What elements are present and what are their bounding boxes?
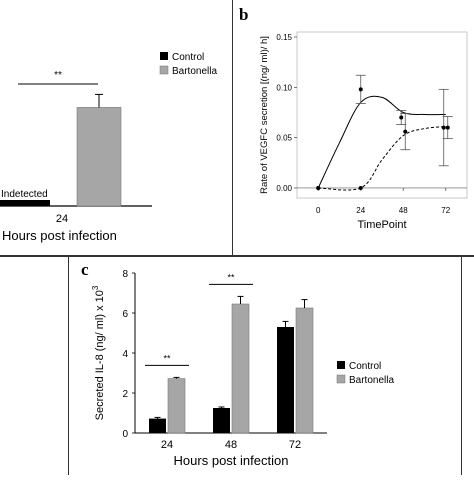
bar-control-48 xyxy=(213,408,230,433)
x-axis-label: Hours post infection xyxy=(2,228,117,243)
y-tick-label: 8 xyxy=(122,269,128,280)
legend-label-bartonella: Bartonella xyxy=(172,66,217,77)
significance-label: ** xyxy=(163,353,171,363)
x-tick-label: 24 xyxy=(161,439,173,451)
chart-a: Indetected ** 24 Hours post infection Contro… xyxy=(0,52,217,243)
undetected-label: Indetected xyxy=(1,189,48,200)
panel-b: b 0.00 0.05 0.10 0.15 0 24 48 72 TimePoint Rate of… xyxy=(232,0,474,255)
y-tick-label: 2 xyxy=(122,389,128,400)
x-axis-label: TimePoint xyxy=(357,219,406,231)
y-tick-label: 0 xyxy=(122,429,128,440)
chart-b: b 0.00 0.05 0.10 0.15 0 24 48 72 TimePoint Rate of… xyxy=(239,5,468,231)
y-tick-label: 0.15 xyxy=(276,33,292,42)
bar-bartonella-24 xyxy=(76,107,122,207)
y-axis-label: Secreted IL-8 (ng/ ml) x 103 xyxy=(91,285,106,420)
y-tick-label: 0.05 xyxy=(276,134,292,143)
legend-swatch-control xyxy=(160,52,168,60)
y-axis-label-text: Secreted IL-8 (ng/ ml) x 10 xyxy=(94,290,106,420)
x-tick-label: 48 xyxy=(225,439,237,451)
x-tick-label: 0 xyxy=(316,206,321,215)
data-point xyxy=(358,185,363,190)
data-point xyxy=(445,125,450,130)
bar-bartonella-24 xyxy=(167,378,186,434)
bar-control-24 xyxy=(0,200,50,206)
fit-curve-dashed xyxy=(318,126,446,191)
data-point xyxy=(399,115,404,120)
y-tick-label: 0.00 xyxy=(276,184,292,193)
y-tick-label: 4 xyxy=(122,349,128,360)
legend-label-bartonella: Bartonella xyxy=(349,375,394,386)
x-tick-label: 72 xyxy=(289,439,301,451)
x-tick-label: 48 xyxy=(399,206,408,215)
y-axis-label-exponent: 3 xyxy=(91,285,100,290)
data-point xyxy=(358,87,363,92)
panel-letter-b: b xyxy=(239,5,248,24)
x-tick-label-24: 24 xyxy=(56,213,68,225)
bar-bartonella-48 xyxy=(231,303,250,434)
legend-swatch-bartonella xyxy=(159,65,169,75)
figure-divider xyxy=(0,255,474,257)
panel-c: c 0 2 4 6 8 Secreted IL-8 (ng/ ml) x 103 24 48 72… xyxy=(68,256,462,475)
legend-label-control: Control xyxy=(349,361,381,372)
legend-label-control: Control xyxy=(172,52,204,63)
bar-bartonella-72 xyxy=(295,307,314,434)
x-tick-label: 72 xyxy=(441,206,450,215)
data-point xyxy=(403,129,408,134)
fit-curve-solid xyxy=(317,95,446,189)
x-axis-label: Hours post infection xyxy=(174,453,289,468)
plot-frame xyxy=(296,31,468,199)
panel-letter-c: c xyxy=(81,260,89,279)
y-tick-label: 6 xyxy=(122,309,128,320)
panel-a: Indetected ** 24 Hours post infection Contro… xyxy=(0,0,232,255)
bar-control-24 xyxy=(149,418,166,433)
y-axis-label: Rate of VEGFC secretion [(ng/ ml)/ h] xyxy=(259,36,270,194)
x-tick-label: 24 xyxy=(356,206,365,215)
bar-control-72 xyxy=(277,327,294,433)
data-point xyxy=(316,185,321,190)
data-point xyxy=(441,125,446,130)
legend-swatch-bartonella xyxy=(336,374,346,384)
significance-label: ** xyxy=(227,272,235,282)
y-tick-label: 0.10 xyxy=(276,83,292,92)
legend-swatch-control xyxy=(337,361,345,369)
significance-label-24: ** xyxy=(54,70,62,81)
